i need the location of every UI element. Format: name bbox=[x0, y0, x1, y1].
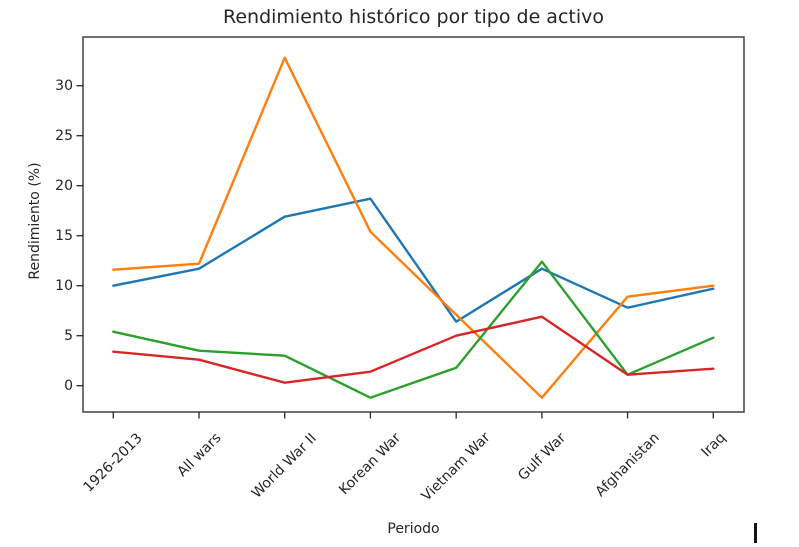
chart-title: Rendimiento histórico por tipo de activo bbox=[222, 6, 604, 28]
line-serie-azul bbox=[112, 197, 715, 323]
y-tick-label: 30 bbox=[55, 77, 73, 94]
y-tick-label: 15 bbox=[55, 227, 73, 244]
y-tick-label: 5 bbox=[64, 327, 73, 344]
line-serie-verde bbox=[112, 260, 715, 399]
y-tick-label: 25 bbox=[55, 127, 73, 144]
plot-border bbox=[82, 36, 745, 413]
line-serie-rojo bbox=[112, 315, 715, 384]
x-axis-label: Periodo bbox=[387, 521, 440, 537]
line-serie-naranja bbox=[112, 56, 715, 399]
y-tick-label: 10 bbox=[55, 277, 73, 294]
text-cursor bbox=[754, 523, 757, 543]
y-tick-label: 20 bbox=[55, 177, 73, 194]
y-tick-label: 0 bbox=[64, 377, 73, 394]
